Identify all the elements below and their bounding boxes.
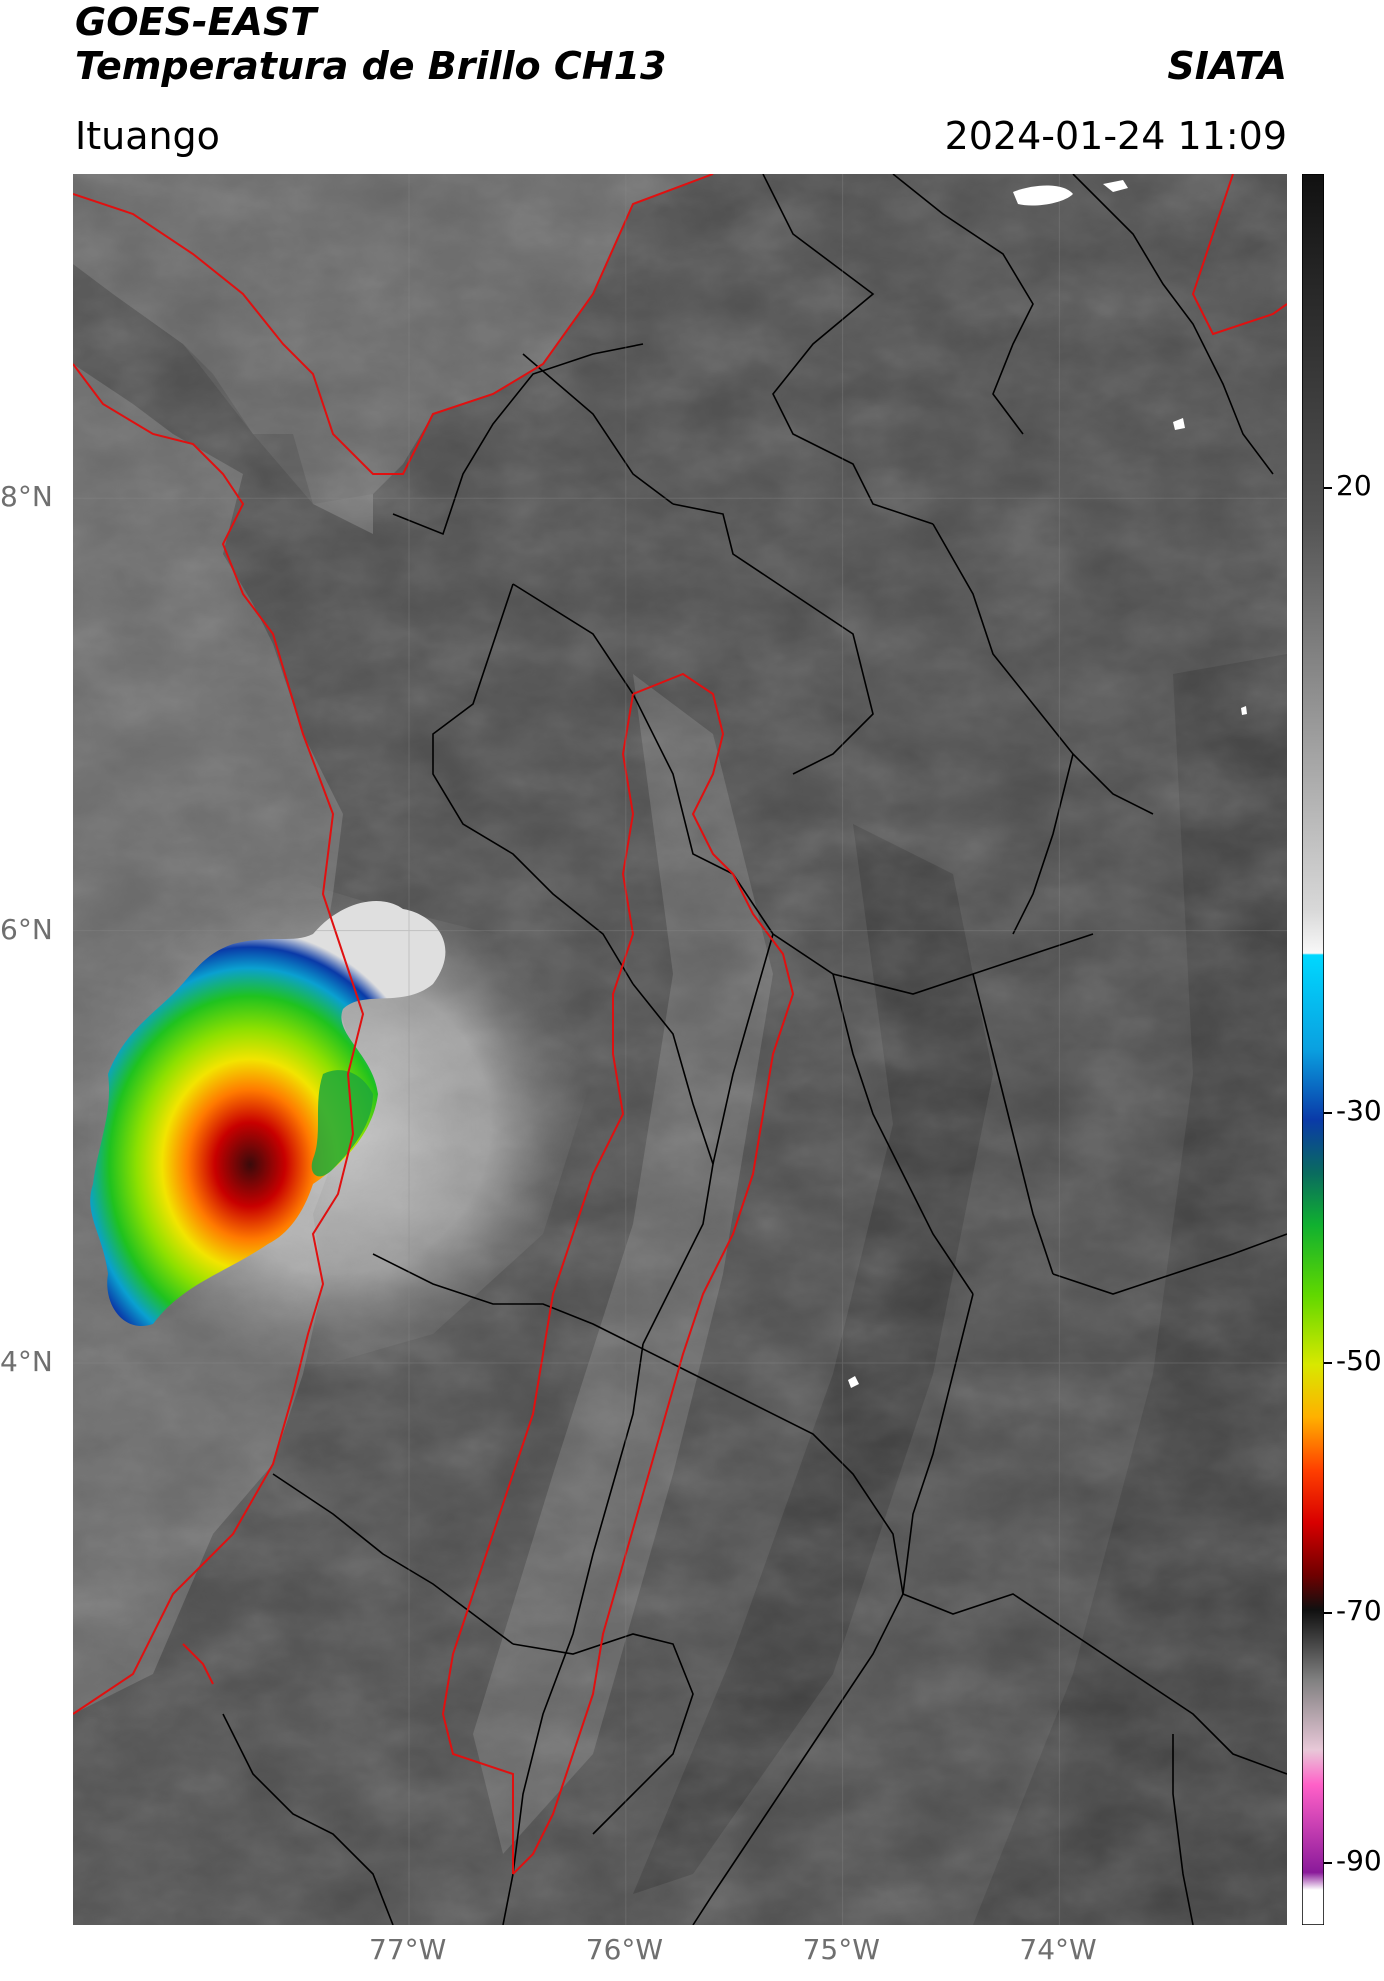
region-label: Ituango bbox=[75, 114, 220, 158]
admin-boundaries bbox=[222, 174, 1287, 1925]
lon-tick-label: 74°W bbox=[1019, 1933, 1097, 1966]
datetime-label: 2024-01-24 11:09 bbox=[944, 114, 1287, 158]
colorbar-tick-label: -50 bbox=[1336, 1344, 1382, 1378]
lat-tick-label: 4°N bbox=[0, 1344, 53, 1378]
product-title: Temperatura de Brillo CH13 bbox=[75, 44, 667, 88]
storm-cloud bbox=[90, 901, 446, 1326]
colorbar-tick bbox=[1324, 1862, 1332, 1865]
satellite-title: GOES-EAST bbox=[75, 0, 317, 44]
coastline bbox=[73, 174, 1287, 1875]
colorbar-tick bbox=[1324, 1612, 1332, 1615]
colorbar-tick bbox=[1324, 486, 1332, 489]
colorbar bbox=[1302, 174, 1324, 1925]
satellite-map[interactable] bbox=[73, 174, 1287, 1925]
lon-tick-label: 77°W bbox=[369, 1933, 447, 1966]
colorbar-tick bbox=[1324, 1112, 1332, 1115]
lon-tick-label: 75°W bbox=[802, 1933, 880, 1966]
storm-cloud-east bbox=[311, 1070, 373, 1177]
gridlines bbox=[73, 174, 1287, 1925]
colorbar-tick bbox=[1324, 1362, 1332, 1365]
colorbar-tick-label: -90 bbox=[1336, 1844, 1382, 1878]
colorbar-tick-label: 20 bbox=[1336, 468, 1372, 502]
cold-spots bbox=[848, 180, 1247, 1388]
lat-tick-label: 6°N bbox=[0, 912, 53, 946]
colorbar-tick-label: -30 bbox=[1336, 1094, 1382, 1128]
org-label: SIATA bbox=[1167, 44, 1287, 88]
colorbar-tick-label: -70 bbox=[1336, 1594, 1382, 1628]
lat-tick-label: 8°N bbox=[0, 480, 53, 514]
lon-tick-label: 76°W bbox=[585, 1933, 664, 1966]
